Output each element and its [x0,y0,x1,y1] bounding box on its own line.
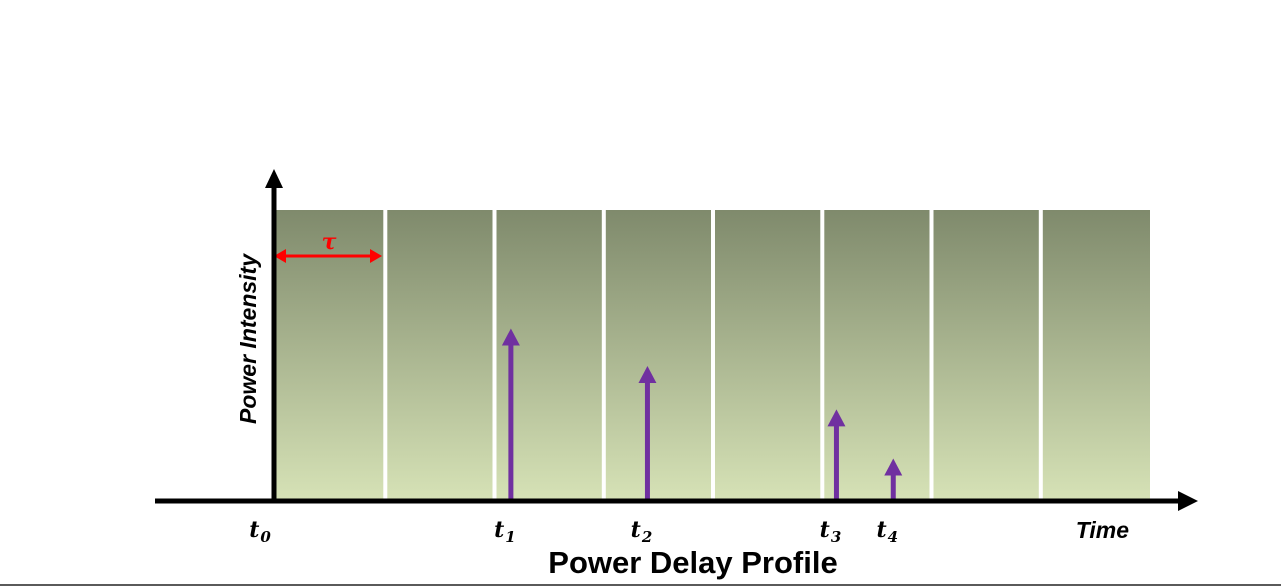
impulse-t3 [827,409,846,501]
bin-separator-1 [383,210,388,499]
time-marker-subscript: 4 [888,528,898,546]
bin-separator-6 [929,210,934,499]
time-marker-base: t [249,517,259,543]
time-marker-subscript: 3 [831,528,841,546]
impulse-t1 [501,328,520,501]
time-marker-t3: t3 [820,517,842,546]
tau-marker: τ [274,229,382,263]
bin-separator-3 [601,210,606,499]
bin-separator-2 [492,210,497,499]
y-axis-arrowhead [265,169,283,188]
y-axis-label: Power Intensity [235,253,261,424]
impulses-group [501,328,903,501]
impulse-t2 [638,366,657,501]
time-marker-t4: t4 [876,517,898,546]
diagram-title: Power Delay Profile [548,545,837,580]
axes [155,169,1198,511]
bin-separators [383,210,1043,499]
time-marker-base: t [820,517,830,543]
x-axis-arrowhead [1178,491,1198,511]
time-marker-subscript: 0 [260,528,271,546]
time-marker-subscript: 2 [641,528,652,546]
time-marker-t2: t2 [631,517,653,546]
impulse-t4 [884,458,903,501]
impulse-head-t1 [501,328,520,346]
bottom-rule [0,584,1281,586]
bin-separator-7 [1038,210,1043,499]
time-marker-base: t [876,517,886,543]
bin-separator-5 [820,210,825,499]
time-marker-subscript: 1 [505,528,515,546]
tau-right-arrowhead [370,249,382,263]
tau-left-arrowhead [274,249,286,263]
bin-separator-4 [711,210,715,499]
impulse-head-t4 [884,458,903,476]
time-markers: t0 t1 t2 t3 t4 [249,517,898,546]
impulse-head-t2 [638,366,657,384]
tau-label: τ [322,229,337,255]
time-marker-t0: t0 [249,517,271,546]
time-marker-base: t [631,517,641,543]
impulse-head-t3 [827,409,846,427]
x-axis-label: Time [1076,517,1129,543]
time-marker-t1: t1 [494,517,516,546]
time-marker-base: t [494,517,504,543]
